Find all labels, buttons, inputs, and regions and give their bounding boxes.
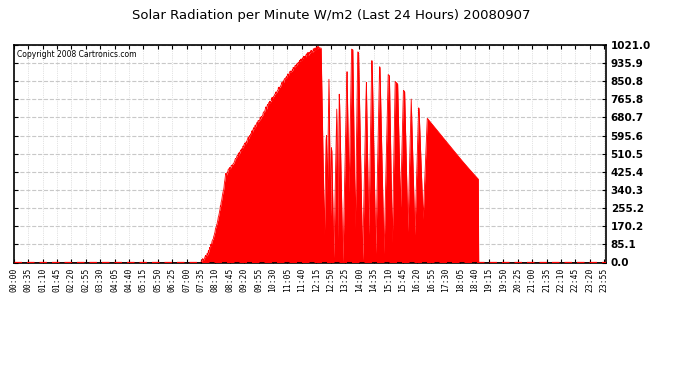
Text: Solar Radiation per Minute W/m2 (Last 24 Hours) 20080907: Solar Radiation per Minute W/m2 (Last 24… xyxy=(132,9,531,22)
Text: Copyright 2008 Cartronics.com: Copyright 2008 Cartronics.com xyxy=(17,51,136,59)
